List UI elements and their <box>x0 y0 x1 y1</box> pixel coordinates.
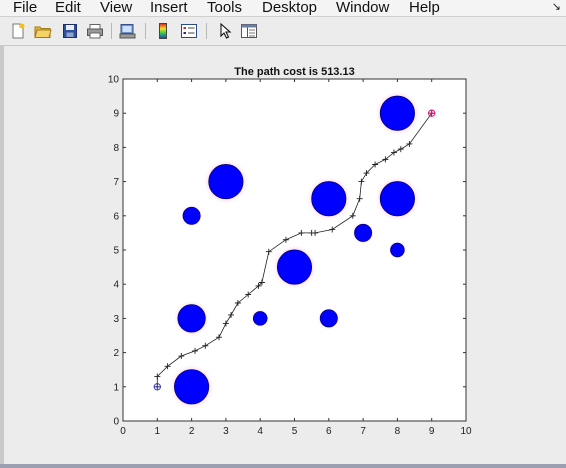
x-tick-label: 4 <box>257 426 263 437</box>
path <box>153 109 436 391</box>
obstacle <box>379 181 415 217</box>
print-preview-icon[interactable] <box>119 22 137 40</box>
y-tick-label: 10 <box>108 75 120 86</box>
y-tick-label: 3 <box>113 314 119 325</box>
y-tick-label: 2 <box>113 348 119 359</box>
obstacle <box>311 181 347 217</box>
path-node-marker <box>298 229 305 236</box>
path-node-marker <box>356 195 363 202</box>
colorbar-icon[interactable] <box>154 22 172 40</box>
obstacle <box>379 95 415 131</box>
obstacle <box>182 206 201 225</box>
obstacle <box>208 164 244 200</box>
taskbar-edge <box>0 464 566 468</box>
menu-edit[interactable]: Edit <box>55 0 81 16</box>
print-icon[interactable] <box>86 22 104 40</box>
path-node-marker <box>234 300 241 307</box>
path-node-marker <box>390 149 397 156</box>
x-tick-label: 8 <box>395 426 401 437</box>
path-node-marker <box>329 226 336 233</box>
property-editor-icon[interactable] <box>240 22 258 40</box>
path-node-marker <box>349 212 356 219</box>
obstacle <box>390 242 405 258</box>
legend-icon[interactable] <box>180 22 198 40</box>
resize-icon[interactable]: ↘ <box>551 1 561 13</box>
obstacle <box>252 311 268 326</box>
path-node-marker <box>397 146 404 153</box>
obstacle <box>276 249 313 285</box>
path-node-marker <box>382 156 389 163</box>
path-node-marker <box>222 320 229 327</box>
y-tick-label: 7 <box>113 177 119 188</box>
x-tick-label: 0 <box>120 426 126 437</box>
figure-canvas: 0 1 2 3 4 5 6 7 8 9 10 0 1 2 3 4 5 6 7 8 9 10 The path cost i… <box>4 46 566 466</box>
path-node-marker <box>255 282 262 289</box>
y-tick-label: 4 <box>113 280 119 291</box>
new-figure-icon[interactable] <box>9 22 27 40</box>
y-tick-label: 9 <box>113 109 119 120</box>
y-tick-label: 1 <box>113 382 119 393</box>
path-node-marker <box>312 229 319 236</box>
path-node-marker <box>372 161 379 168</box>
chart-title: The path cost is 513.13 <box>234 66 354 78</box>
select-arrow-icon[interactable] <box>216 22 234 40</box>
goal-marker-cross <box>428 109 436 117</box>
path-node-marker <box>178 353 185 360</box>
y-tick-label: 5 <box>113 246 119 257</box>
path-node-marker <box>228 311 235 318</box>
toolbar-separator <box>145 23 146 39</box>
menu-view[interactable]: View <box>100 0 133 16</box>
obstacle <box>177 304 206 333</box>
x-tick-label: 9 <box>429 426 435 437</box>
x-tick-label: 5 <box>292 426 298 437</box>
menu-desktop[interactable]: Desktop <box>262 0 318 16</box>
figure-toolbar <box>0 17 566 46</box>
path-node-marker <box>192 347 199 354</box>
toolbar-separator <box>111 23 112 39</box>
obstacle <box>354 223 373 242</box>
menu-insert[interactable]: Insert <box>150 0 188 16</box>
window-edge <box>0 46 4 466</box>
path-node-marker <box>282 236 289 243</box>
y-tick-label: 0 <box>113 417 119 428</box>
menu-window[interactable]: Window <box>336 0 390 16</box>
axis-ticks: 0 1 2 3 4 5 6 7 8 9 10 0 1 2 3 4 5 6 7 8 9 10 <box>108 75 472 438</box>
menu-help[interactable]: Help <box>409 0 440 16</box>
obstacle <box>319 309 338 328</box>
path-node-marker <box>216 334 223 341</box>
open-file-icon[interactable] <box>34 22 52 40</box>
path-node-marker <box>164 363 171 370</box>
y-tick-label: 6 <box>113 211 119 222</box>
path-node-marker <box>258 279 265 286</box>
menu-tools[interactable]: Tools <box>207 0 243 16</box>
toolbar-separator <box>206 23 207 39</box>
x-tick-label: 3 <box>223 426 229 437</box>
start-marker-cross <box>153 383 161 391</box>
x-tick-label: 2 <box>189 426 195 437</box>
path-node-marker <box>363 170 370 177</box>
menu-file[interactable]: File <box>13 0 38 16</box>
obstacles <box>168 90 421 410</box>
x-tick-label: 6 <box>326 426 332 437</box>
menu-bar: File Edit View Insert Tools Desktop Window Help <box>0 0 566 17</box>
obstacle <box>174 369 210 405</box>
x-tick-label: 7 <box>360 426 366 437</box>
save-icon[interactable] <box>61 22 79 40</box>
path-node-marker <box>154 373 161 380</box>
y-tick-label: 8 <box>113 143 119 154</box>
x-tick-label: 10 <box>460 426 472 437</box>
path-node-marker <box>202 342 209 349</box>
plot-svg: 0 1 2 3 4 5 6 7 8 9 10 0 1 2 3 4 5 6 7 8 9 10 The path cost i… <box>108 66 472 438</box>
path-node-marker <box>406 140 413 147</box>
path-node-marker <box>245 291 252 298</box>
x-tick-label: 1 <box>155 426 161 437</box>
path-node-marker <box>358 178 365 185</box>
path-node-marker <box>265 248 272 255</box>
